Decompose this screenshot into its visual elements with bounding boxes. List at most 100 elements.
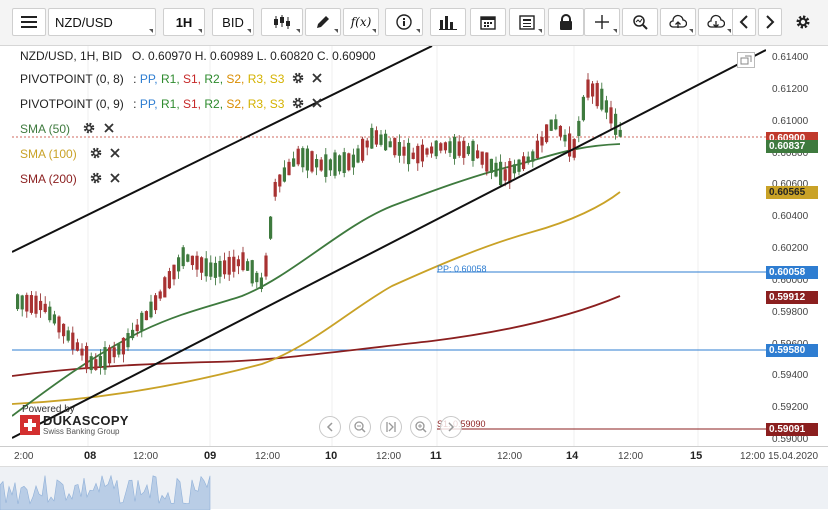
download-button[interactable]	[698, 8, 734, 36]
close-icon[interactable]	[109, 172, 121, 188]
candle	[535, 133, 539, 159]
time-label: 09	[204, 450, 217, 462]
candle	[186, 253, 190, 263]
candle	[98, 349, 102, 375]
fit-button[interactable]	[380, 416, 402, 438]
scroll-left-button[interactable]	[732, 8, 756, 36]
indicator-name: SMA (100)	[20, 147, 77, 161]
candle	[328, 158, 332, 177]
gear-icon[interactable]	[292, 72, 304, 88]
candle	[430, 142, 434, 158]
time-label: 12:00	[740, 451, 766, 462]
pivot-levels: PP, R1, S1, R2, S2, R3, S3	[140, 72, 285, 86]
pivot-level-s3: S3	[269, 72, 285, 86]
candle	[140, 310, 144, 338]
lock-icon	[560, 14, 572, 30]
time-axis[interactable]: 2:00 08 12:00 09 12:00 10 12:00 11 12:00 14 12:00 1…	[0, 446, 828, 466]
close-icon[interactable]	[103, 122, 115, 138]
info-button[interactable]	[385, 8, 423, 36]
candle	[269, 215, 273, 241]
gear-icon[interactable]	[90, 172, 102, 188]
pivot-level-s2: S2,	[226, 97, 248, 111]
symbol-select[interactable]: NZD/USD	[48, 8, 156, 36]
pencil-icon	[317, 16, 329, 28]
price-label: 0.60600	[772, 179, 809, 191]
candle	[241, 246, 245, 272]
timeframe-select[interactable]: 1H	[163, 8, 205, 36]
scroll-back-button[interactable]	[319, 416, 341, 438]
calendar-icon	[480, 16, 496, 30]
chart-type-button[interactable]	[261, 8, 303, 36]
calendar-button[interactable]	[470, 8, 506, 36]
trend-line-upper[interactable]	[12, 46, 433, 253]
crosshair-button[interactable]	[584, 8, 620, 36]
candle	[462, 137, 466, 165]
gear-icon[interactable]	[83, 122, 95, 138]
navigator-area	[0, 474, 211, 511]
gear-icon[interactable]	[292, 97, 304, 113]
trend-line-lower[interactable]	[12, 49, 766, 439]
candle	[614, 108, 618, 140]
candle	[586, 73, 590, 101]
price-axis[interactable]: 0.61400 0.61200 0.61000 0.60800 0.60600 0.604…	[766, 46, 828, 446]
volume-button[interactable]	[430, 8, 466, 36]
drawing-button[interactable]	[305, 8, 341, 36]
menu-button[interactable]	[12, 8, 46, 36]
candle	[181, 245, 185, 269]
candle	[549, 119, 553, 132]
candle	[554, 114, 558, 131]
gear-icon[interactable]	[90, 147, 102, 163]
close-icon[interactable]	[311, 97, 323, 113]
pivot-level-s1: S1,	[183, 72, 205, 86]
candle	[16, 293, 20, 312]
close-icon[interactable]	[109, 147, 121, 163]
candle	[223, 252, 227, 279]
time-label: 12:00	[255, 451, 281, 462]
candle	[476, 144, 480, 159]
indicator-name: SMA (50)	[20, 122, 71, 136]
candle	[489, 158, 493, 180]
lock-button[interactable]	[548, 8, 584, 36]
timeframe-label: 1H	[175, 14, 193, 30]
candle	[117, 343, 121, 358]
close-icon[interactable]	[311, 72, 323, 88]
price-chart[interactable]: PP: 0.60058 S1: 0.59090	[12, 46, 766, 446]
candle	[485, 152, 489, 176]
bar-chart-icon	[439, 16, 457, 30]
indicators-button[interactable]: f(x)	[343, 8, 379, 36]
upload-button[interactable]	[660, 8, 696, 36]
candle	[154, 292, 158, 315]
candle	[52, 310, 56, 326]
candle	[393, 137, 397, 158]
candle	[112, 341, 116, 364]
candle	[384, 129, 388, 152]
price-tag: 0.60058	[766, 266, 818, 279]
candle	[416, 143, 420, 171]
candle	[172, 264, 176, 286]
candle	[591, 81, 595, 104]
candle	[356, 144, 360, 164]
candle	[361, 136, 365, 163]
price-label: 0.61200	[772, 83, 809, 95]
news-button[interactable]	[509, 8, 545, 36]
chevron-left-icon	[326, 422, 333, 432]
candle	[439, 142, 443, 154]
scroll-forward-button[interactable]	[440, 416, 462, 438]
pivot-level-r2: R2,	[204, 97, 227, 111]
candle	[531, 149, 535, 168]
trend-lines[interactable]	[12, 46, 766, 439]
candle	[563, 129, 567, 147]
navigator[interactable]	[0, 466, 828, 511]
side-select[interactable]: BID	[212, 8, 254, 36]
zoom-button[interactable]	[622, 8, 658, 36]
candle	[57, 315, 61, 339]
scroll-right-button[interactable]	[758, 8, 782, 36]
maximize-button[interactable]	[737, 52, 755, 68]
time-label: 15.04.2020	[768, 451, 819, 462]
candle	[25, 292, 29, 318]
side-label: BID	[222, 14, 244, 30]
candle	[448, 137, 452, 158]
settings-button[interactable]	[790, 8, 816, 36]
zoom-in-button[interactable]	[410, 416, 432, 438]
zoom-out-button[interactable]	[349, 416, 371, 438]
